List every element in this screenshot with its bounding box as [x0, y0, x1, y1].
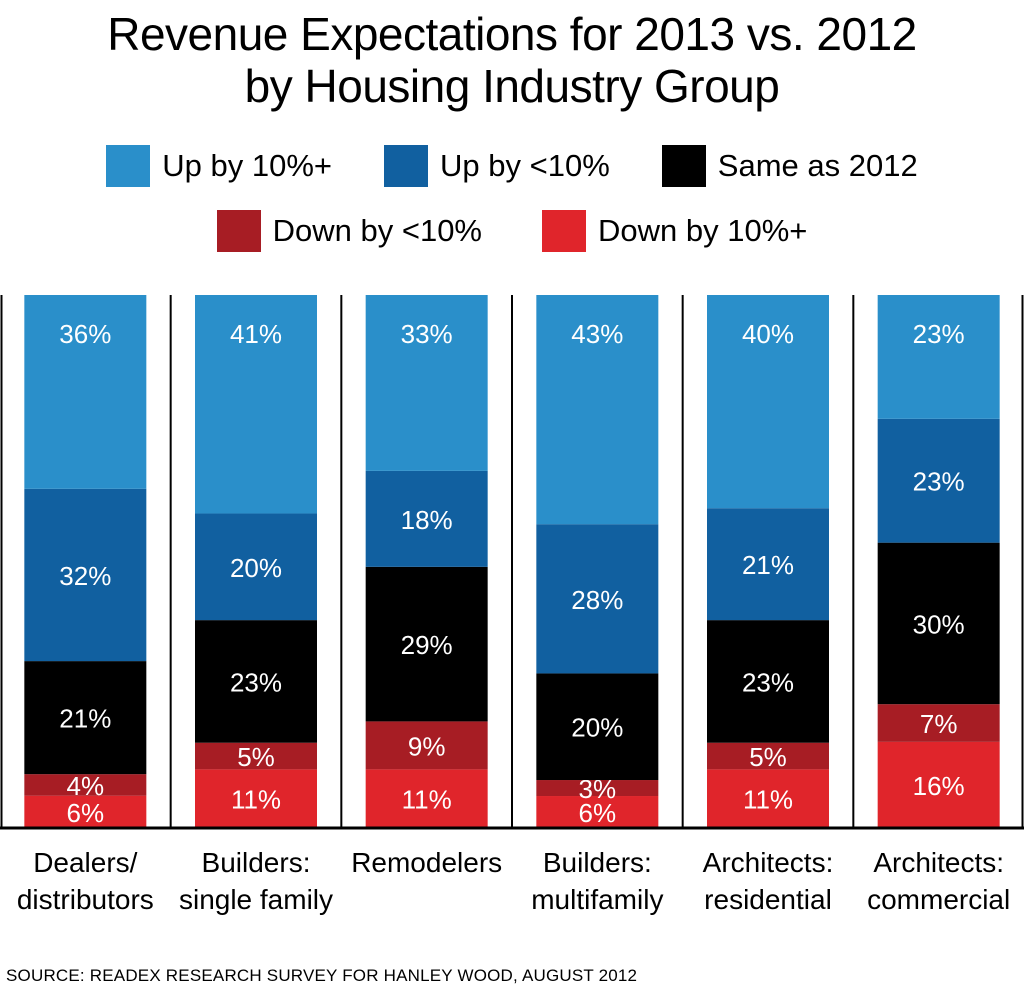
legend-row-2: Down by <10% Down by 10%+ [0, 210, 1024, 252]
data-label: 23% [913, 467, 965, 497]
chart-title-line-2: by Housing Industry Group [244, 60, 780, 112]
bar-segment-up-10-plus [24, 295, 147, 489]
data-label: 18% [401, 505, 453, 535]
bar-segment-up-under-10 [195, 513, 317, 621]
data-label: 4% [67, 771, 105, 801]
data-label: 11% [743, 785, 793, 815]
data-label: 23% [230, 667, 282, 697]
data-label: 20% [571, 713, 623, 743]
bar-segment-up-under-10 [877, 418, 1000, 543]
data-label: 11% [402, 785, 452, 815]
legend-row-1: Up by 10%+ Up by <10% Same as 2012 [0, 145, 1024, 187]
bar-segment-down-10-plus [707, 769, 829, 828]
bar-segment-up-under-10 [365, 470, 488, 567]
chart-title-line-1: Revenue Expectations for 2013 vs. 2012 [107, 8, 917, 60]
bar-segment-up-10-plus [536, 295, 659, 525]
source-note: SOURCE: READEX RESEARCH SURVEY FOR HANLE… [6, 966, 638, 985]
data-label: 36% [59, 319, 111, 349]
category-label: distributors [17, 884, 154, 915]
stacked-bar-chart: 6%4%21%32%36%Dealers/distributors11%5%23… [0, 295, 1024, 915]
category-label: Architects: [703, 847, 834, 878]
bar-segment-down-10-plus [365, 769, 488, 828]
data-label: 23% [742, 667, 794, 697]
legend-label-up-10-plus: Up by 10%+ [162, 148, 333, 183]
bar-segment-down-10-plus [536, 796, 659, 828]
bar-segment-down-under-10 [365, 721, 488, 770]
bar-segment-down-10-plus [195, 769, 317, 828]
data-label: 6% [579, 798, 617, 828]
bar-segment-same [195, 620, 317, 743]
legend-swatch-up-10-plus [106, 145, 151, 187]
bar-segment-down-10-plus [877, 741, 1000, 828]
bar-segment-down-under-10 [536, 780, 659, 797]
bar-segment-down-under-10 [707, 742, 829, 770]
bar-segment-down-under-10 [877, 704, 1000, 742]
data-label: 29% [401, 630, 453, 660]
bar-segment-up-10-plus [365, 295, 488, 471]
category-label: single family [179, 884, 333, 915]
bar-segment-same [877, 542, 1000, 705]
bar-segment-down-under-10 [24, 774, 147, 796]
data-label: 28% [571, 585, 623, 615]
category-label: residential [704, 884, 832, 915]
chart-title: Revenue Expectations for 2013 vs. 2012 b… [0, 8, 1024, 112]
legend-item-same: Same as 2012 [661, 145, 918, 187]
data-label: 30% [913, 609, 965, 639]
legend-item-up-10-plus: Up by 10%+ [106, 145, 332, 187]
data-label: 23% [913, 319, 965, 349]
bar-segment-same [24, 661, 147, 775]
legend-item-down-under-10: Down by <10% [216, 210, 482, 252]
bar-segment-same [707, 620, 829, 743]
legend-label-up-under-10: Up by <10% [440, 148, 610, 183]
bar-segment-up-under-10 [707, 508, 829, 621]
legend-label-down-10-plus: Down by 10%+ [598, 213, 808, 248]
data-label: 43% [571, 319, 623, 349]
data-label: 5% [237, 742, 275, 772]
data-label: 41% [230, 319, 282, 349]
legend-item-down-10-plus: Down by 10%+ [542, 210, 807, 252]
data-label: 32% [59, 561, 111, 591]
data-label: 21% [742, 550, 794, 580]
data-label: 9% [408, 731, 446, 761]
data-label: 5% [749, 742, 787, 772]
category-label: Remodelers [351, 847, 502, 878]
data-label: 6% [67, 798, 105, 828]
data-label: 20% [230, 553, 282, 583]
legend-swatch-down-10-plus [542, 210, 586, 252]
bar-segment-up-10-plus [707, 295, 829, 509]
bar-segment-up-10-plus [195, 295, 317, 514]
bar-segment-same [365, 566, 488, 722]
data-label: 11% [231, 785, 281, 815]
category-label: Dealers/ [33, 847, 137, 878]
category-label: Builders: [543, 847, 652, 878]
bar-segment-down-10-plus [24, 795, 147, 828]
legend-label-down-under-10: Down by <10% [272, 213, 482, 248]
legend-label-same: Same as 2012 [717, 148, 918, 183]
bar-segment-up-under-10 [536, 524, 659, 674]
category-label: Architects: [873, 847, 1004, 878]
category-label: multifamily [531, 884, 663, 915]
data-label: 16% [913, 771, 965, 801]
bar-segment-same [536, 673, 659, 781]
category-label: commercial [867, 884, 1010, 915]
data-label: 40% [742, 319, 794, 349]
legend-swatch-down-under-10 [216, 210, 261, 252]
data-label: 21% [59, 704, 111, 734]
data-label: 7% [920, 709, 958, 739]
legend-swatch-same [661, 145, 706, 187]
bar-segment-up-10-plus [877, 295, 1000, 419]
legend-item-up-under-10: Up by <10% [384, 145, 610, 187]
legend-swatch-up-under-10 [384, 145, 429, 187]
bar-segment-up-under-10 [24, 488, 147, 662]
data-label: 33% [401, 319, 453, 349]
bar-segment-down-under-10 [195, 742, 317, 770]
category-label: Builders: [202, 847, 311, 878]
